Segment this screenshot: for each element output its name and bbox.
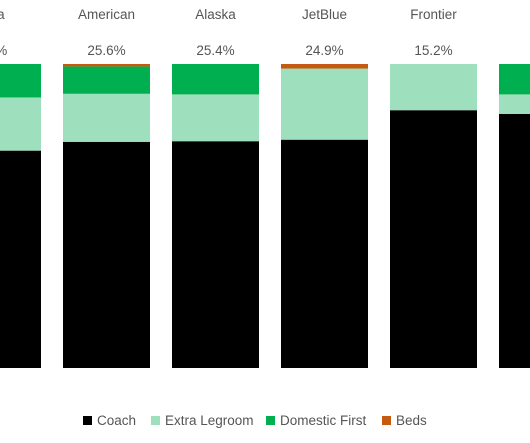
legend-label-domestic-first: Domestic First (280, 413, 367, 428)
data-label-alaska: 25.4% (196, 43, 234, 58)
bar-extra-legroom-jetblue (281, 68, 368, 140)
category-label-frontier: Frontier (410, 7, 457, 22)
bar-coach-alaska (172, 141, 259, 368)
bar-domestic-first-s (499, 64, 530, 95)
bar-domestic-first-lta (0, 64, 41, 98)
bar-extra-legroom-lta (0, 97, 41, 151)
bar-extra-legroom-american (63, 93, 150, 142)
category-label-jetblue: JetBlue (302, 7, 347, 22)
bar-coach-jetblue (281, 139, 368, 368)
category-label-lta: lta (0, 7, 5, 22)
bar-coach-s (499, 113, 530, 368)
bar-beds-american (63, 64, 150, 67)
bar-beds-jetblue (281, 64, 368, 69)
legend-label-beds: Beds (396, 413, 427, 428)
bar-coach-frontier (390, 110, 477, 368)
legend-item-coach: Coach (83, 413, 136, 428)
bar-coach-lta (0, 150, 41, 368)
bar-extra-legroom-frontier (390, 64, 477, 111)
legend-label-extra-legroom: Extra Legroom (165, 413, 254, 428)
chart-legend: Coach Extra Legroom Domestic First Beds (0, 413, 530, 435)
category-label-alaska: Alaska (195, 7, 236, 22)
bar-extra-legroom-alaska (172, 94, 259, 142)
bar-extra-legroom-s (499, 94, 530, 114)
legend-item-domestic-first: Domestic First (266, 413, 366, 428)
legend-swatch-coach (83, 416, 92, 425)
legend-swatch-domestic-first (266, 416, 275, 425)
legend-item-extra-legroom: Extra Legroom (151, 413, 254, 428)
stacked-bar-chart: lta 7% American 25.6% Alaska 25.4% JetBlue 24.9… (0, 7, 530, 368)
category-label-american: American (78, 7, 135, 22)
legend-swatch-beds (382, 416, 391, 425)
legend-swatch-extra-legroom (151, 416, 160, 425)
legend-item-beds: Beds (382, 413, 427, 428)
data-label-lta: 7% (0, 43, 7, 58)
bar-domestic-first-american (63, 66, 150, 94)
data-label-frontier: 15.2% (414, 43, 452, 58)
data-label-jetblue: 24.9% (305, 43, 343, 58)
bar-coach-american (63, 141, 150, 368)
data-label-american: 25.6% (87, 43, 125, 58)
legend-label-coach: Coach (97, 413, 137, 428)
bar-domestic-first-alaska (172, 64, 259, 95)
